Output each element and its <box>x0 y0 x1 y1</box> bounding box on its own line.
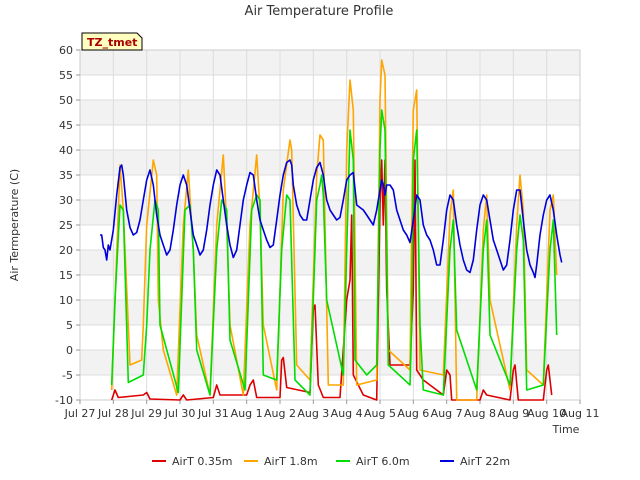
legend-label: AirT 0.35m <box>172 455 233 468</box>
series-line-airt-22m <box>100 159 563 279</box>
grid-band <box>80 350 580 375</box>
x-tick-label: Jul 27 <box>64 407 96 420</box>
y-tick-label: 0 <box>66 344 73 357</box>
y-tick-label: 20 <box>59 244 73 257</box>
grid-band <box>80 200 580 225</box>
y-tick-label: 35 <box>59 169 73 182</box>
x-tick-label: Aug 2 <box>264 407 296 420</box>
y-tick-label: 30 <box>59 194 73 207</box>
y-tick-label: 40 <box>59 144 73 157</box>
x-tick-label: Jul 28 <box>97 407 129 420</box>
y-axis-label: Air Termperature (C) <box>8 169 21 281</box>
x-tick-label: Aug 11 <box>561 407 600 420</box>
grid-band <box>80 50 580 75</box>
x-tick-label: Jul 31 <box>197 407 229 420</box>
legend: AirT 0.35m AirT 1.8m AirT 6.0m AirT 22m <box>152 455 510 468</box>
y-axis-ticks: -10 -5 0 5 10 15 20 25 30 35 40 45 50 55 60 <box>55 44 80 407</box>
y-tick-label: 5 <box>66 319 73 332</box>
y-tick-label: 55 <box>59 69 73 82</box>
y-tick-label: -10 <box>55 394 73 407</box>
y-tick-label: 60 <box>59 44 73 57</box>
site-badge: TZ_tmet <box>81 32 143 51</box>
grid-band <box>80 150 580 175</box>
y-tick-label: -5 <box>62 369 73 382</box>
site-badge-label: TZ_tmet <box>87 36 137 49</box>
x-tick-label: Aug 8 <box>464 407 496 420</box>
series-line-airt-0-35m <box>110 159 553 401</box>
legend-label: AirT 6.0m <box>356 455 410 468</box>
x-tick-label: Aug 10 <box>527 407 566 420</box>
x-tick-label: Aug 4 <box>331 407 363 420</box>
x-axis-label: Time <box>552 423 580 436</box>
x-axis-ticks: Jul 27 Jul 28 Jul 29 Jul 30 Jul 31 Aug 1 Aug 2… <box>64 400 600 420</box>
y-tick-label: 45 <box>59 119 73 132</box>
series-line-airt-6-0m <box>110 109 558 396</box>
x-tick-label: Aug 9 <box>497 407 529 420</box>
y-tick-label: 25 <box>59 219 73 232</box>
y-tick-label: 50 <box>59 94 73 107</box>
grid-band <box>80 250 580 275</box>
grid-band <box>80 100 580 125</box>
x-tick-label: Aug 7 <box>431 407 463 420</box>
x-tick-label: Jul 29 <box>130 407 162 420</box>
horizontal-bands <box>80 50 580 375</box>
site-badge-shape <box>81 32 143 51</box>
legend-label: AirT 22m <box>460 455 510 468</box>
legend-label: AirT 1.8m <box>264 455 318 468</box>
y-tick-label: 15 <box>59 269 73 282</box>
x-tick-label: Aug 3 <box>297 407 329 420</box>
x-tick-label: Aug 6 <box>397 407 429 420</box>
x-tick-label: Jul 30 <box>164 407 196 420</box>
y-tick-label: 10 <box>59 294 73 307</box>
x-tick-label: Aug 5 <box>364 407 396 420</box>
x-tick-label: Aug 1 <box>231 407 263 420</box>
chart-title: Air Temperature Profile <box>245 4 394 19</box>
series-lines <box>100 59 563 401</box>
